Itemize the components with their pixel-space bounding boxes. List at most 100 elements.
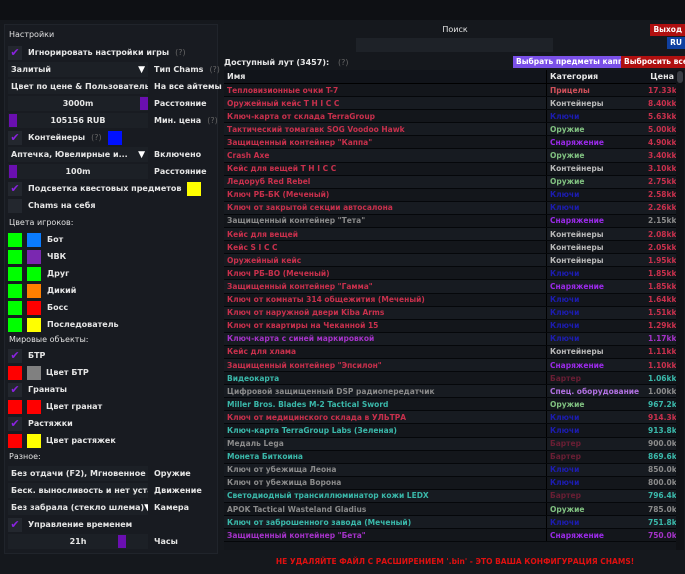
table-row[interactable]: Ключ от наружной двери Kiba Arms Ключи 1.5…: [224, 306, 676, 320]
label: Контейнеры: [28, 133, 86, 142]
table-row[interactable]: Цифровой защищенный DSP радиопередатчик С…: [224, 385, 676, 399]
btr-checkbox[interactable]: ✔ БТР: [8, 348, 218, 363]
grenades-checkbox[interactable]: ✔ Гранаты: [8, 382, 218, 397]
table-row[interactable]: Защищенный контейнер "Каппа" Снаряжение 4.…: [224, 136, 676, 150]
color-swatch[interactable]: [27, 300, 41, 315]
table-row[interactable]: Кейс для вещей Контейнеры 2.08kk: [224, 228, 676, 242]
table-row[interactable]: Тактический томагавк SOG Voodoo Hawk Оруж…: [224, 123, 676, 137]
table-row[interactable]: Защищенный контейнер "Бета" Снаряжение 750…: [224, 529, 676, 543]
color-swatch[interactable]: [27, 399, 41, 414]
table-row[interactable]: Miller Bros. Blades M-2 Tactical Sword Ор…: [224, 398, 676, 412]
item-price: 785.0k: [648, 504, 676, 514]
chams-type-select[interactable]: Залитый ▼: [8, 62, 148, 77]
hours-slider[interactable]: 21h: [8, 534, 148, 549]
color-swatch[interactable]: [27, 433, 41, 448]
table-row[interactable]: Ледоруб Red Rebel Оружие 2.75kk: [224, 175, 676, 189]
color-swatch[interactable]: [8, 317, 22, 332]
color-swatch[interactable]: [27, 365, 41, 380]
scrollbar[interactable]: [676, 70, 684, 550]
color-swatch[interactable]: [27, 266, 41, 281]
quest-color-swatch[interactable]: [187, 181, 202, 196]
distance-slider[interactable]: 3000m: [8, 96, 148, 111]
table-row[interactable]: Ключ РБ-БК (Меченый) Ключи 2.58kk: [224, 188, 676, 202]
color-swatch[interactable]: [27, 249, 41, 264]
help-icon[interactable]: (?): [209, 65, 220, 74]
column-category[interactable]: Категория: [546, 70, 648, 83]
table-row[interactable]: Ключ РБ-ВО (Меченый) Ключи 1.85kk: [224, 267, 676, 281]
table-row[interactable]: Светодиодный трансиллюминатор кожи LEDX Б…: [224, 489, 676, 503]
color-swatch[interactable]: [8, 266, 22, 281]
movement-select[interactable]: Беск. выносливость и нет уста:▼: [8, 483, 148, 498]
quest-highlight-checkbox[interactable]: ✔ Подсветка квестовых предметов: [8, 181, 218, 196]
table-row[interactable]: APOK Tactical Wasteland Gladius Оружие 785…: [224, 503, 676, 517]
weapon-select[interactable]: Без отдачи (F2), Мгновенное п▼: [8, 466, 148, 481]
table-row[interactable]: Кейс для хлама Контейнеры 1.11kk: [224, 345, 676, 359]
table-row[interactable]: Crash Axe Оружие 3.40kk: [224, 149, 676, 163]
table-row[interactable]: Оружейный кейс Контейнеры 1.95kk: [224, 254, 676, 268]
drop-all-button[interactable]: Выбросить все: [621, 56, 685, 68]
item-price: 1.00kk: [648, 386, 676, 396]
table-row[interactable]: Ключ от комнаты 314 общежития (Меченый) К…: [224, 293, 676, 307]
min-price-slider[interactable]: 105156 RUB: [8, 113, 148, 128]
exit-button[interactable]: Выход: [650, 24, 685, 36]
label: Цвет БТР: [46, 368, 89, 377]
table-row[interactable]: Оружейный кейс T H I C C Контейнеры 8.40kk: [224, 97, 676, 111]
color-swatch[interactable]: [27, 317, 41, 332]
tripwires-checkbox[interactable]: ✔ Растяжки: [8, 416, 218, 431]
table-row[interactable]: Медаль Lega Бартер 900.0k: [224, 437, 676, 451]
color-swatch[interactable]: [8, 232, 22, 247]
select-kappa-button[interactable]: Выбрать предметы каппа: [513, 56, 632, 68]
item-price: 1.64kk: [648, 295, 676, 305]
table-row[interactable]: Ключ от закрытой секции автосалона Ключи 2…: [224, 201, 676, 215]
help-icon[interactable]: (?): [337, 58, 349, 67]
table-row[interactable]: Монета Биткоина Бартер 869.6k: [224, 450, 676, 464]
container-distance-slider[interactable]: 100m: [8, 164, 148, 179]
table-row[interactable]: Защищенный контейнер "Тета" Снаряжение 2.1…: [224, 214, 676, 229]
table-row[interactable]: Ключ от убежища Ворона Ключи 800.0k: [224, 476, 676, 490]
containers-select[interactable]: Аптечка, Ювелирные и... ▼: [8, 147, 148, 162]
color-swatch[interactable]: [8, 300, 22, 315]
containers-checkbox[interactable]: ✔ Контейнеры (?): [8, 130, 218, 145]
item-name: Видеокарта: [227, 373, 280, 383]
color-swatch[interactable]: [27, 283, 41, 298]
table-row[interactable]: Ключ от заброшенного завода (Меченый) Клю…: [224, 516, 676, 530]
column-price[interactable]: Цена: [650, 72, 674, 81]
color-swatch[interactable]: [8, 433, 22, 448]
table-row[interactable]: Ключ-карта от склада TerraGroup Ключи 5.63…: [224, 110, 676, 124]
slider-handle[interactable]: [9, 114, 17, 127]
table-row[interactable]: Ключ от квартиры на Чеканной 15 Ключи 1.29…: [224, 319, 676, 333]
color-swatch[interactable]: [8, 249, 22, 264]
table-row[interactable]: Ключ-карта TerraGroup Labs (Зеленая) Ключ…: [224, 424, 676, 438]
slider-handle[interactable]: [140, 97, 148, 110]
item-name: Ключ-карта от склада TerraGroup: [227, 111, 376, 121]
help-icon[interactable]: (?): [175, 48, 186, 57]
table-row[interactable]: Кейс для вещей T H I C C Контейнеры 3.10kk: [224, 162, 676, 176]
color-swatch[interactable]: [27, 232, 41, 247]
table-row[interactable]: Видеокарта Бартер 1.06kk: [224, 372, 676, 386]
help-icon[interactable]: (?): [91, 133, 102, 142]
time-control-checkbox[interactable]: ✔ Управление временем: [8, 517, 218, 532]
item-category: Ключи: [546, 463, 648, 476]
color-mode-select[interactable]: Цвет по цене & Пользователь▼: [8, 79, 148, 94]
table-row[interactable]: Ключ-карта с синей маркировкой Ключи 1.17k…: [224, 332, 676, 346]
camera-select[interactable]: Без забрала (стекло шлема) ▼: [8, 500, 148, 515]
table-row[interactable]: Кейс S I C C Контейнеры 2.05kk: [224, 241, 676, 255]
color-swatch[interactable]: [8, 399, 22, 414]
slider-handle[interactable]: [9, 165, 17, 178]
scrollbar-thumb[interactable]: [677, 71, 683, 83]
language-button[interactable]: RU: [667, 37, 685, 49]
table-row[interactable]: Защищенный контейнер "Гамма" Снаряжение 1.…: [224, 280, 676, 294]
color-swatch[interactable]: [8, 283, 22, 298]
ignore-game-checkbox[interactable]: ✔ Игнорировать настройки игры (?): [8, 45, 218, 60]
column-name[interactable]: Имя: [227, 72, 246, 81]
slider-handle[interactable]: [118, 535, 126, 548]
table-row[interactable]: Ключ от убежища Леона Ключи 850.0k: [224, 463, 676, 477]
containers-color-swatch[interactable]: [107, 130, 122, 145]
color-swatch[interactable]: [8, 365, 22, 380]
search-input[interactable]: [356, 38, 553, 52]
table-row[interactable]: Защищенный контейнер "Эпсилон" Снаряжение…: [224, 358, 676, 373]
table-row[interactable]: Ключ от медицинского склада в УЛЬТРА Ключ…: [224, 411, 676, 425]
chams-self-checkbox[interactable]: Chams на себя: [8, 198, 218, 213]
help-icon[interactable]: (?): [207, 116, 218, 125]
